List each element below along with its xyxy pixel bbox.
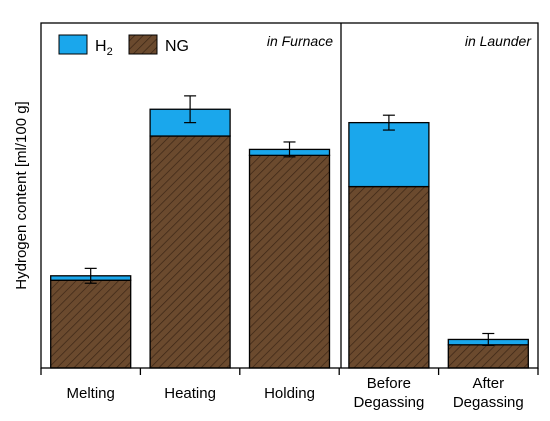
y-axis-title: Hydrogen content [ml/100 g] — [13, 101, 30, 289]
bar-h2-3 — [348, 121, 430, 188]
bars-layer — [50, 108, 529, 369]
error-bars-layer — [84, 95, 495, 346]
bar-ng-3 — [348, 185, 430, 369]
legend-label-ng: NG — [165, 38, 189, 55]
x-tick-labels: Melting Heating Holding Before Degassing Afte… — [67, 375, 524, 411]
x-tick-label-4-1: Degassing — [453, 394, 524, 411]
x-tick-label-4-0: After — [472, 375, 504, 392]
legend: H2 NG — [58, 34, 189, 58]
legend-label-h2-main: H — [95, 38, 107, 55]
region-label-launder: in Launder — [465, 33, 533, 49]
legend-label-h2: H2 — [95, 38, 113, 58]
bar-ng-2 — [248, 154, 331, 369]
plot-frame — [40, 22, 539, 369]
x-tick-label-0-0: Melting — [67, 385, 115, 402]
bar-ng-1 — [149, 135, 231, 369]
x-ticks — [40, 368, 539, 375]
x-tick-label-3-1: Degassing — [353, 394, 424, 411]
x-tick-label-1-0: Heating — [164, 385, 216, 402]
bar-ng-0 — [50, 279, 132, 369]
legend-swatch-ng — [128, 34, 158, 55]
x-tick-label-2-0: Holding — [264, 385, 315, 402]
region-labels: in Furnace in Launder — [267, 33, 532, 49]
legend-swatch-h2 — [58, 34, 88, 55]
bar-ng-4 — [447, 344, 529, 369]
x-tick-label-3-0: Before — [367, 375, 411, 392]
region-label-furnace: in Furnace — [267, 33, 333, 49]
legend-label-h2-sub: 2 — [107, 46, 113, 58]
